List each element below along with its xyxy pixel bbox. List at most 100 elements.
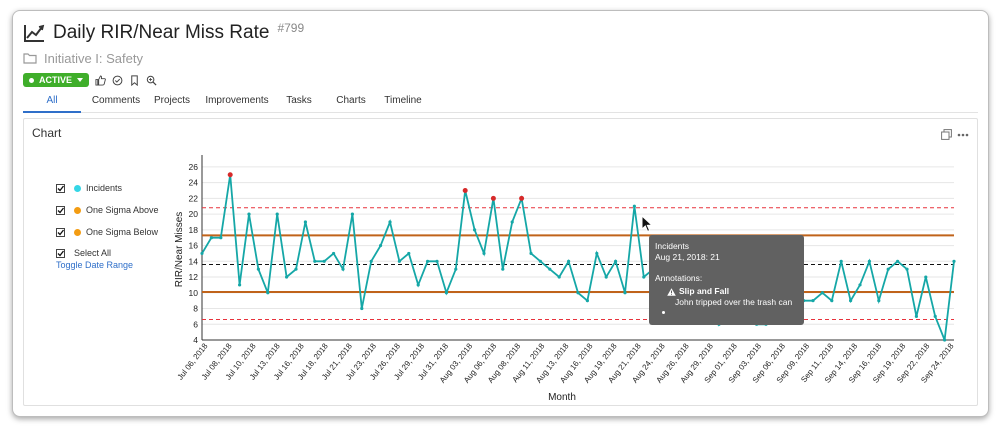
legend-item-sigma-below[interactable]: One Sigma Below <box>56 226 158 238</box>
y-tick-label: 26 <box>189 162 199 172</box>
data-point <box>482 251 486 256</box>
copy-icon[interactable] <box>941 129 952 140</box>
data-point <box>811 299 815 303</box>
item-id-tag: #799 <box>277 21 305 35</box>
tab-improvements[interactable]: Improvements <box>205 95 269 106</box>
data-point <box>510 220 514 224</box>
tab-projects[interactable]: Projects <box>153 95 191 106</box>
page-title: Daily RIR/Near Miss Rate <box>53 22 270 43</box>
data-point <box>858 283 862 287</box>
data-point <box>820 291 825 295</box>
data-point <box>294 267 298 271</box>
data-point <box>473 228 477 232</box>
checkbox-checked-icon[interactable] <box>56 183 65 193</box>
zoom-icon[interactable] <box>146 75 157 86</box>
data-point <box>397 259 401 263</box>
data-point <box>454 267 458 271</box>
warning-icon <box>667 287 676 296</box>
data-point <box>642 275 646 279</box>
series-incidents-line <box>201 174 955 341</box>
tab-charts[interactable]: Charts <box>336 95 366 106</box>
data-point <box>379 243 383 248</box>
y-tick-label: 8 <box>193 304 198 314</box>
data-point <box>877 299 881 303</box>
legend-item-select-all[interactable]: Select All <box>56 247 111 259</box>
tooltip-series: Incidents <box>655 241 690 251</box>
y-tick-label: 14 <box>189 256 199 266</box>
y-tick-label: 12 <box>189 272 199 282</box>
tab-all[interactable]: All <box>23 95 81 113</box>
initiative-link[interactable]: Initiative I: Safety <box>44 50 143 66</box>
tab-comments[interactable]: Comments <box>91 95 141 106</box>
sigma-below-swatch-icon <box>74 228 81 236</box>
outlier-point <box>462 187 468 193</box>
tab-tasks[interactable]: Tasks <box>286 95 312 106</box>
status-dropdown[interactable]: ACTIVE <box>23 73 90 87</box>
data-point <box>238 283 242 287</box>
folder-icon <box>23 53 37 64</box>
data-point <box>933 314 937 318</box>
legend-label-select-all: Select All <box>74 248 112 258</box>
chevron-down-icon <box>77 78 84 82</box>
checkbox-checked-icon[interactable] <box>56 205 65 215</box>
data-point <box>604 275 608 279</box>
data-point <box>435 259 439 263</box>
status-label: ACTIVE <box>39 75 73 85</box>
data-point <box>623 291 627 295</box>
outlier-point <box>519 195 525 201</box>
data-point <box>886 267 890 271</box>
data-point <box>407 251 411 256</box>
data-point <box>200 251 204 256</box>
data-point <box>548 267 552 271</box>
data-point <box>266 291 270 295</box>
tooltip-point: Aug 21, 2018: 21 <box>655 252 720 262</box>
chart-tooltip: Incidents Aug 21, 2018: 21 Annotations: … <box>649 235 804 325</box>
data-point <box>369 259 373 263</box>
checkbox-checked-icon[interactable] <box>56 227 65 237</box>
data-point <box>313 259 317 263</box>
tab-bar: All Comments Projects Improvements Tasks… <box>23 95 978 113</box>
outlier-point <box>490 195 496 201</box>
data-point <box>444 291 448 295</box>
bookmark-icon[interactable] <box>129 74 140 86</box>
toggle-date-range-link[interactable]: Toggle Date Range <box>56 260 134 270</box>
legend-label-sigma-above: One Sigma Above <box>86 205 159 215</box>
legend-item-incidents[interactable]: Incidents <box>56 182 122 194</box>
data-point <box>247 212 251 216</box>
page-header: Daily RIR/Near Miss Rate #799 Initiative… <box>23 19 304 88</box>
data-point <box>585 299 590 303</box>
legend-label-incidents: Incidents <box>86 183 123 193</box>
y-tick-label: 16 <box>189 241 199 251</box>
data-point <box>867 259 872 263</box>
data-point <box>952 259 956 263</box>
y-tick-label: 20 <box>189 209 199 219</box>
incidents-swatch-icon <box>74 184 81 192</box>
data-point <box>426 259 430 263</box>
y-tick-label: 18 <box>189 225 199 235</box>
app-window: Daily RIR/Near Miss Rate #799 Initiative… <box>12 10 989 417</box>
data-point <box>501 267 505 271</box>
legend-item-sigma-above[interactable]: One Sigma Above <box>56 204 159 216</box>
data-point <box>830 299 834 303</box>
data-point <box>538 259 543 263</box>
tooltip-annotation-title: Slip and Fall <box>667 286 798 297</box>
data-point <box>924 275 928 279</box>
card-title: Chart <box>32 126 62 140</box>
tab-timeline[interactable]: Timeline <box>384 95 422 106</box>
sigma-above-swatch-icon <box>74 206 81 214</box>
outlier-point <box>227 172 233 178</box>
data-point <box>576 291 580 295</box>
y-tick-label: 10 <box>189 288 199 298</box>
y-axis-title: RIR/Near Misses <box>174 212 185 288</box>
checkbox-checked-icon[interactable] <box>56 248 65 258</box>
data-point <box>275 212 279 216</box>
line-chart-icon <box>24 24 45 42</box>
data-point <box>209 236 213 240</box>
thumbs-up-icon[interactable] <box>95 74 106 86</box>
data-point <box>614 259 618 263</box>
data-point <box>341 267 345 271</box>
check-circle-icon[interactable] <box>112 75 123 86</box>
tooltip-annotations-label: Annotations: <box>655 273 703 283</box>
more-options-icon[interactable] <box>957 133 969 137</box>
